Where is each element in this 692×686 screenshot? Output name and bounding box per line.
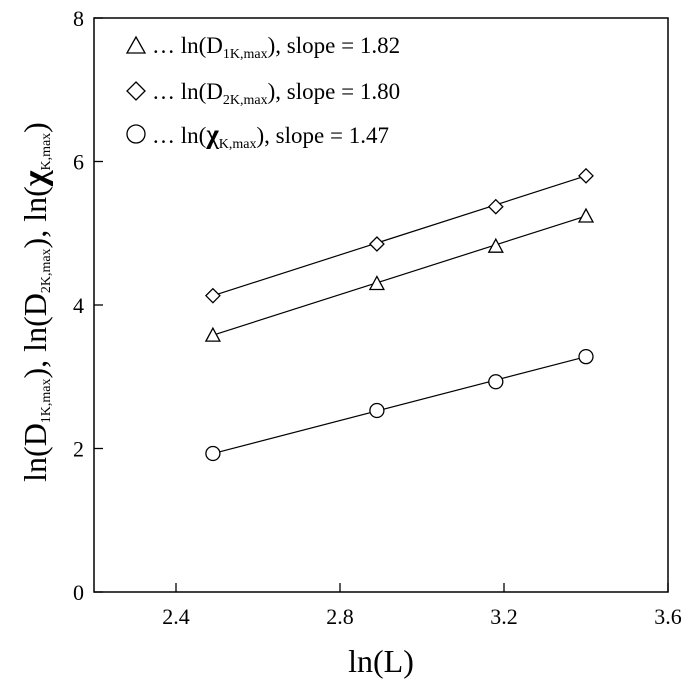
x-tick-label: 3.2 (490, 604, 518, 629)
triangle-marker-icon (125, 35, 147, 54)
data-markers (204, 167, 595, 462)
legend-label: … ln(χK,max), slope = 1.47 (152, 119, 389, 152)
y-tick-label: 0 (73, 580, 84, 605)
legend-entry-d1: … ln(D1K,max), slope = 1.82 (125, 33, 400, 62)
data-point-chi (578, 349, 594, 365)
legend-label: … ln(D2K,max), slope = 1.80 (152, 79, 400, 108)
legend-entry-d2: … ln(D2K,max), slope = 1.80 (126, 79, 400, 108)
diamond-marker-icon (126, 81, 146, 101)
data-point-D1 (368, 275, 385, 291)
fit-line-D2 (212, 175, 587, 297)
data-point-D2 (204, 287, 221, 304)
legend-entry-chi: … ln(χK,max), slope = 1.47 (126, 119, 389, 152)
plot-frame (93, 17, 669, 593)
legend-label: … ln(D1K,max), slope = 1.82 (152, 33, 400, 62)
y-tick-label: 8 (73, 6, 84, 31)
axis-ticks: 0 2 4 6 8 2.4 2.8 3.2 3.6 (73, 6, 682, 629)
y-label-part: ln(D (17, 423, 53, 482)
y-label-chi: χ (17, 170, 54, 187)
y-label-subscript: K,max (39, 133, 54, 171)
legend: … ln(D1K,max), slope = 1.82 … ln(D2K,max… (125, 33, 400, 152)
data-point-D2 (487, 198, 504, 215)
data-point-D2 (578, 167, 594, 184)
data-point-D1 (577, 207, 595, 223)
data-point-chi (369, 402, 385, 419)
y-tick-label: 4 (73, 293, 84, 318)
y-label-part: ), (17, 222, 53, 249)
y-label-part: ) (17, 122, 53, 133)
y-label-subscript: 1K,max (39, 378, 54, 423)
y-axis-label: ln(D1K,max), ln(D2K,max), ln(χK,max) (17, 122, 54, 482)
data-point-D1 (204, 326, 221, 342)
fit-line-D1 (212, 215, 587, 336)
x-tick-label: 3.6 (654, 604, 682, 629)
x-tick-label: 2.4 (162, 604, 190, 629)
data-point-D1 (487, 237, 504, 253)
y-label-part: ), (17, 352, 53, 379)
fit-lines (212, 175, 587, 455)
y-label-part: ln(D (17, 293, 53, 352)
x-axis-label: ln(L) (348, 643, 414, 679)
y-label-part: ln( (17, 186, 53, 222)
y-label-subscript: 2K,max (39, 248, 54, 293)
y-tick-label: 2 (73, 437, 84, 462)
plot-area (93, 17, 669, 593)
data-point-D2 (368, 236, 385, 252)
data-point-chi (205, 445, 221, 462)
fit-line-chi (212, 356, 587, 455)
y-tick-label: 6 (73, 150, 84, 175)
circle-marker-icon (126, 124, 146, 144)
data-point-chi (488, 374, 504, 390)
x-tick-label: 2.8 (326, 604, 354, 629)
